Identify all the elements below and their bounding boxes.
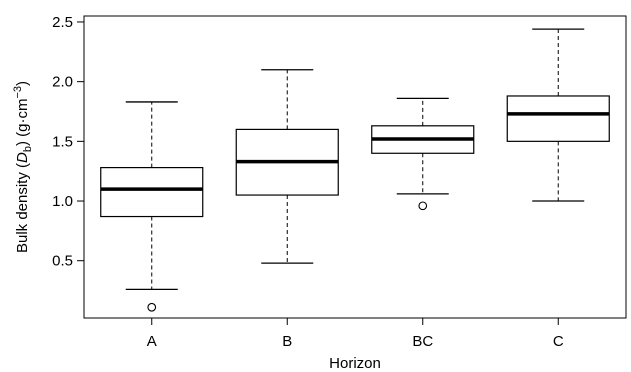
y-axis-label-subscript: b [22,146,34,152]
y-tick-label: 0.5 [52,253,73,270]
y-axis-label-symbol: D [14,152,31,163]
y-axis-label-close: ) [14,81,31,86]
plot-frame [83,15,627,319]
y-tick-label: 2.5 [52,14,73,31]
outlier-point [418,201,428,211]
x-axis: A B BC C [147,318,564,350]
box-iqr [506,95,610,142]
x-axis-label: Horizon [329,355,381,372]
x-tick-label: C [553,333,564,350]
boxes [100,28,610,312]
x-tick-label: B [282,333,292,350]
y-axis-label-main: Bulk density ( [14,163,31,253]
y-axis-label-superscript: −3 [12,86,24,99]
y-axis-label-units: ) (g·cm [14,99,31,147]
x-tick-label: BC [412,333,433,350]
y-axis: 0.5 1.0 1.5 2.0 2.5 [52,14,84,270]
outlier-point [147,302,157,312]
y-tick-label: 1.0 [52,193,73,210]
box-iqr [100,166,204,218]
y-tick-label: 1.5 [52,133,73,150]
y-axis-label: Bulk density (Db) (g·cm−3) [12,81,34,253]
x-tick-label: A [147,333,157,350]
y-tick-label: 2.0 [52,74,73,91]
